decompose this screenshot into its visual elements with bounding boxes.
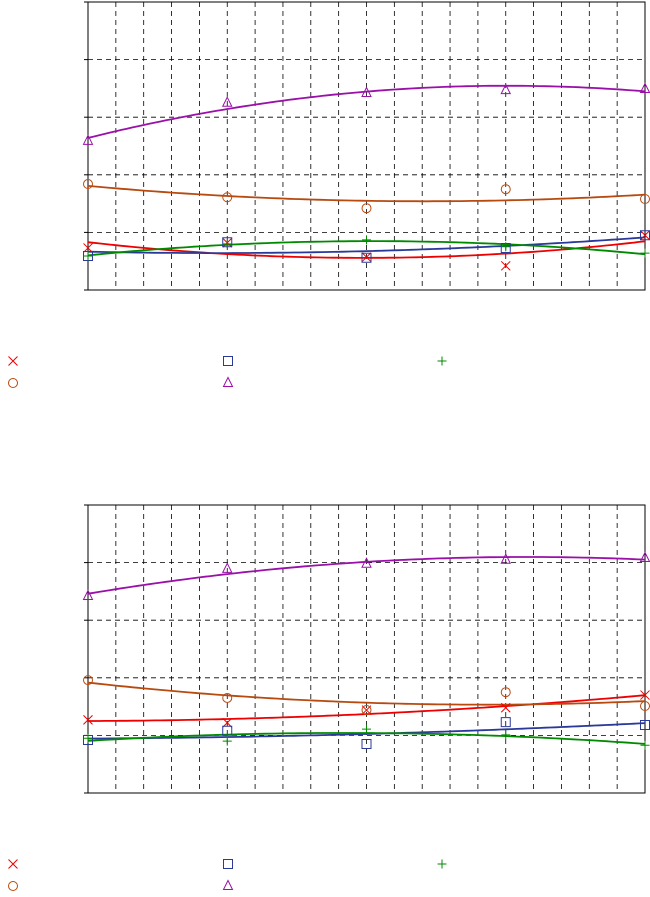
fit-curve	[87, 185, 646, 203]
marker	[500, 83, 512, 95]
legend-marker	[8, 356, 18, 366]
marker	[222, 725, 233, 736]
marker	[501, 730, 511, 740]
marker	[361, 739, 372, 750]
marker	[361, 252, 372, 263]
marker	[500, 184, 511, 195]
marker	[83, 675, 93, 686]
legend-marker	[437, 356, 447, 366]
marker	[222, 736, 232, 746]
marker	[221, 562, 233, 573]
fit-curve	[87, 722, 646, 740]
marker	[500, 717, 511, 728]
marker	[501, 242, 511, 252]
marker	[82, 134, 94, 145]
marker	[83, 735, 93, 746]
plot-frame	[87, 504, 646, 794]
legend-marker	[437, 859, 447, 869]
marker	[222, 717, 233, 728]
marker	[361, 203, 372, 214]
marker	[640, 230, 650, 241]
marker	[222, 239, 232, 249]
legend-marker	[222, 376, 234, 387]
fit-curve	[87, 556, 646, 595]
marker	[83, 179, 93, 190]
marker	[640, 740, 650, 750]
marker	[361, 557, 372, 568]
marker	[500, 553, 512, 564]
marker	[82, 589, 94, 601]
marker	[361, 86, 372, 98]
marker	[500, 242, 511, 253]
marker	[83, 714, 93, 725]
legend-marker	[8, 378, 18, 388]
fit-curve	[87, 681, 646, 706]
legend-marker	[223, 356, 233, 366]
legend-marker	[8, 881, 18, 891]
fit-curve	[87, 236, 646, 254]
marker	[362, 235, 371, 245]
fit-curve	[87, 240, 646, 259]
marker	[639, 551, 650, 562]
fit-curve	[87, 84, 646, 139]
marker	[362, 724, 371, 734]
chart	[84, 1, 646, 291]
marker	[221, 96, 233, 107]
marker	[361, 705, 372, 716]
marker	[639, 82, 650, 93]
marker	[361, 252, 372, 263]
marker	[222, 192, 233, 203]
fit-curve	[88, 694, 646, 722]
legend-marker	[223, 859, 233, 869]
marker	[222, 692, 233, 703]
marker	[500, 687, 511, 698]
marker	[640, 690, 650, 700]
marker	[83, 251, 93, 262]
marker	[83, 251, 93, 261]
chart	[84, 504, 646, 794]
legend-marker	[8, 859, 18, 869]
marker	[500, 702, 511, 713]
marker	[83, 733, 93, 743]
legend-marker	[222, 879, 234, 890]
marker	[640, 248, 650, 258]
plot-frame	[87, 1, 646, 291]
marker	[500, 260, 511, 271]
marker	[83, 243, 93, 253]
